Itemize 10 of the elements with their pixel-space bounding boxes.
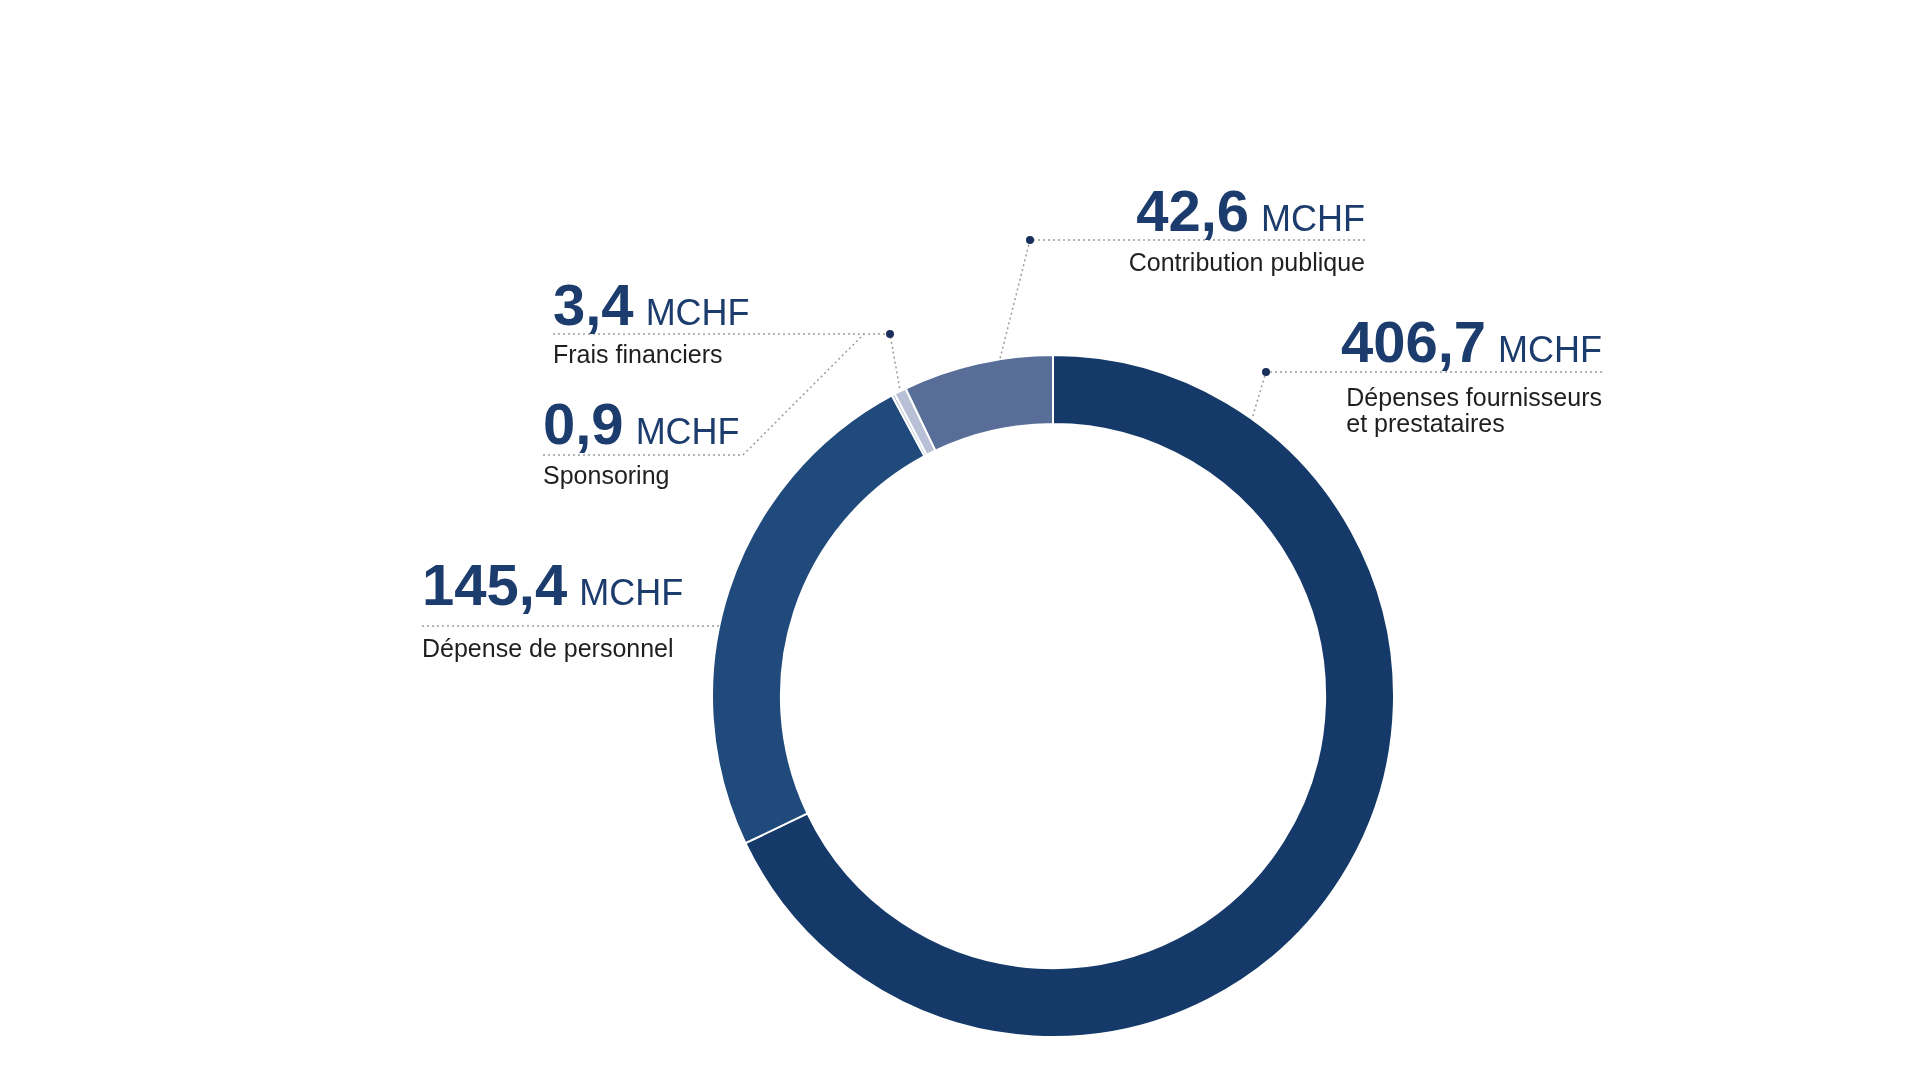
slice-label: Dépense de personnel bbox=[422, 634, 674, 662]
slice-label: Frais financiers bbox=[553, 340, 723, 368]
slice-label: Dépenses fournisseurs et prestataires bbox=[1346, 383, 1603, 437]
data-label: 42,6 MCHF bbox=[1136, 178, 1366, 243]
data-label: 0,9 MCHF bbox=[543, 391, 740, 456]
data-label: 406,7 MCHF bbox=[1340, 309, 1603, 374]
data-label: 145,4 MCHF bbox=[422, 552, 684, 617]
slice-label: Sponsoring bbox=[543, 461, 670, 489]
slice-label: Contribution publique bbox=[1128, 248, 1365, 276]
data-label: 3,4 MCHF bbox=[553, 272, 750, 337]
